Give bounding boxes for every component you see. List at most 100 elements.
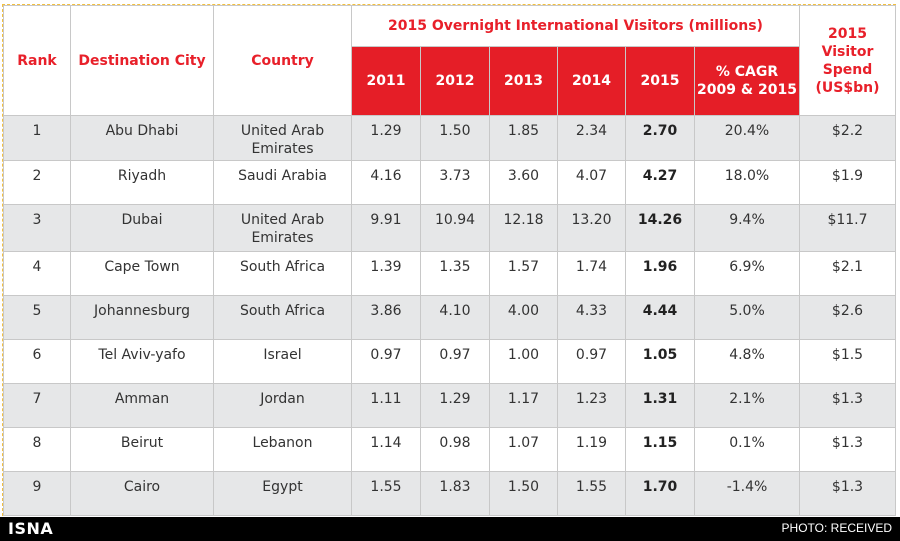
header-rank: Rank — [3, 5, 71, 116]
header-year-2014: 2014 — [557, 46, 626, 116]
cell-city: Tel Aviv-yafo — [70, 339, 214, 384]
spend-line1: 2015 — [828, 25, 867, 42]
cell-city: Cape Town — [70, 251, 214, 296]
cell-cagr: 6.9% — [694, 251, 800, 296]
cell-2011: 1.14 — [351, 427, 421, 472]
cell-2015: 1.96 — [625, 251, 695, 296]
header-destination-city: Destination City — [70, 5, 214, 116]
cell-spend: $2.1 — [799, 251, 896, 296]
footer-bar: ISNA PHOTO: RECEIVED — [0, 517, 900, 541]
table-row: 8 Beirut Lebanon 1.14 0.98 1.07 1.19 1.15 0.1% $1… — [3, 427, 896, 472]
cell-rank: 5 — [3, 295, 71, 340]
cell-spend: $2.2 — [799, 115, 896, 161]
table-row: 6 Tel Aviv-yafo Israel 0.97 0.97 1.00 0.97 1.05… — [3, 339, 896, 384]
table-row: 5 Johannesburg South Africa 3.86 4.10 4.00 4.3… — [3, 295, 896, 340]
cell-2014: 1.19 — [557, 427, 626, 472]
cell-spend: $1.3 — [799, 471, 896, 516]
country-line1: Saudi Arabia — [238, 168, 327, 184]
cagr-line1: % CAGR — [715, 64, 779, 80]
cell-2012: 4.10 — [420, 295, 490, 340]
table-row: 9 Cairo Egypt 1.55 1.83 1.50 1.55 1.70 -1.4% $1.3 — [3, 471, 896, 516]
isna-logo: ISNA — [8, 519, 54, 538]
cell-city: Johannesburg — [70, 295, 214, 340]
cell-2015: 1.15 — [625, 427, 695, 472]
country-line1: United Arab — [240, 123, 325, 139]
cell-2014: 1.74 — [557, 251, 626, 296]
cell-country: Jordan — [213, 383, 352, 428]
cell-spend: $1.5 — [799, 339, 896, 384]
frame-border — [2, 4, 896, 516]
cell-country: United Arab Emirates — [213, 115, 352, 161]
cell-cagr: 5.0% — [694, 295, 800, 340]
cell-2013: 1.17 — [489, 383, 558, 428]
table-row: 2 Riyadh Saudi Arabia 4.16 3.73 3.60 4.07 4.27 1… — [3, 160, 896, 205]
country-line1: Lebanon — [252, 435, 313, 451]
cell-2015: 2.70 — [625, 115, 695, 161]
photo-credit: PHOTO: RECEIVED — [781, 521, 892, 535]
cell-2015: 1.70 — [625, 471, 695, 516]
cell-country: Israel — [213, 339, 352, 384]
country-line1: Israel — [263, 347, 302, 363]
cell-cagr: -1.4% — [694, 471, 800, 516]
country-line1: Egypt — [262, 479, 303, 495]
cell-2013: 3.60 — [489, 160, 558, 205]
cell-2013: 1.57 — [489, 251, 558, 296]
cell-country: Egypt — [213, 471, 352, 516]
cell-spend: $1.3 — [799, 383, 896, 428]
cell-rank: 4 — [3, 251, 71, 296]
cell-cagr: 4.8% — [694, 339, 800, 384]
cell-rank: 8 — [3, 427, 71, 472]
cell-country: South Africa — [213, 251, 352, 296]
spend-line2: Visitor — [821, 43, 874, 60]
country-line1: United Arab — [240, 212, 325, 228]
cell-country: Saudi Arabia — [213, 160, 352, 205]
header-year-2015: 2015 — [625, 46, 695, 116]
cell-rank: 6 — [3, 339, 71, 384]
cell-rank: 1 — [3, 115, 71, 161]
cell-spend: $1.3 — [799, 427, 896, 472]
cell-rank: 2 — [3, 160, 71, 205]
cell-2013: 4.00 — [489, 295, 558, 340]
cell-2012: 1.35 — [420, 251, 490, 296]
cell-cagr: 18.0% — [694, 160, 800, 205]
cell-2013: 12.18 — [489, 204, 558, 252]
cell-2014: 13.20 — [557, 204, 626, 252]
cell-2014: 1.23 — [557, 383, 626, 428]
country-line1: South Africa — [239, 303, 326, 319]
cell-cagr: 0.1% — [694, 427, 800, 472]
cell-rank: 7 — [3, 383, 71, 428]
cell-city: Cairo — [70, 471, 214, 516]
cell-rank: 3 — [3, 204, 71, 252]
cell-2012: 1.83 — [420, 471, 490, 516]
cell-2011: 1.29 — [351, 115, 421, 161]
cell-city: Abu Dhabi — [70, 115, 214, 161]
cell-2012: 10.94 — [420, 204, 490, 252]
cell-country: South Africa — [213, 295, 352, 340]
cell-cagr: 20.4% — [694, 115, 800, 161]
spend-line3: Spend — [822, 61, 873, 78]
cell-2014: 4.07 — [557, 160, 626, 205]
table-row: 4 Cape Town South Africa 1.39 1.35 1.57 1.74 1.… — [3, 251, 896, 296]
cell-2012: 0.97 — [420, 339, 490, 384]
cell-cagr: 9.4% — [694, 204, 800, 252]
cell-2011: 9.91 — [351, 204, 421, 252]
cell-2014: 0.97 — [557, 339, 626, 384]
cell-2015: 4.27 — [625, 160, 695, 205]
cell-rank: 9 — [3, 471, 71, 516]
cell-2011: 1.11 — [351, 383, 421, 428]
cell-2012: 3.73 — [420, 160, 490, 205]
country-line1: South Africa — [239, 259, 326, 275]
header-visitor-spend: 2015 Visitor Spend (US$bn) — [799, 5, 896, 116]
cell-spend: $2.6 — [799, 295, 896, 340]
cell-2015: 14.26 — [625, 204, 695, 252]
country-line1: Jordan — [260, 391, 305, 407]
cell-city: Amman — [70, 383, 214, 428]
cell-2011: 1.39 — [351, 251, 421, 296]
cell-2011: 4.16 — [351, 160, 421, 205]
cell-spend: $11.7 — [799, 204, 896, 252]
header-year-2013: 2013 — [489, 46, 558, 116]
country-line2: Emirates — [251, 141, 314, 157]
spend-line4: (US$bn) — [815, 79, 880, 96]
cell-2011: 3.86 — [351, 295, 421, 340]
visitors-table: Rank Destination City Country 2015 Overn… — [3, 5, 896, 516]
